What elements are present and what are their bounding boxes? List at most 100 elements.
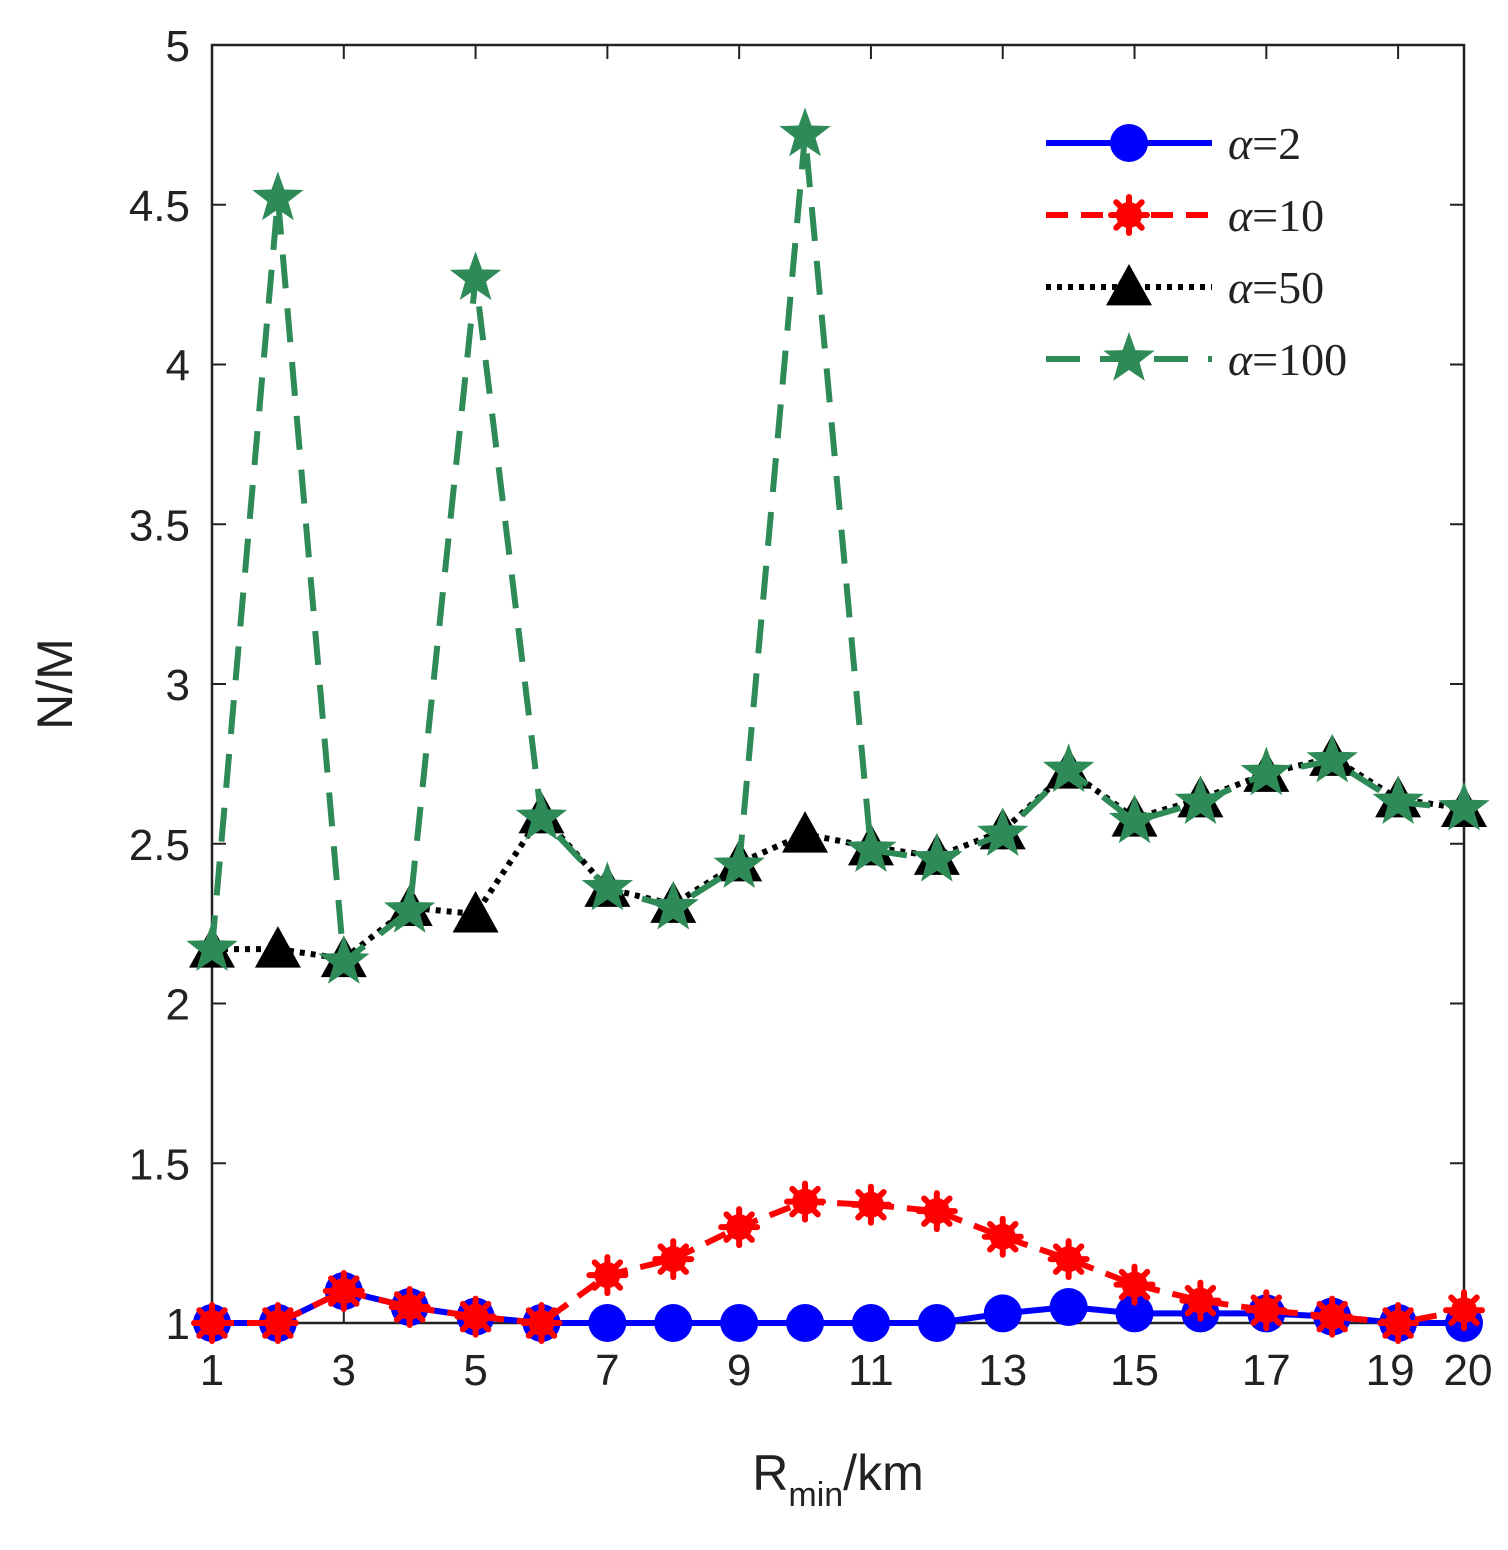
asterisk-spoke: [1316, 1300, 1348, 1333]
y-tick-label: 4: [166, 342, 190, 391]
legend-label-value: =100: [1252, 334, 1347, 385]
series-3-point: [713, 839, 765, 888]
legend-label-2: α=50: [1228, 262, 1324, 313]
series-3-point: [1372, 775, 1424, 825]
x-tick-label: 7: [595, 1346, 619, 1395]
legend-label-symbol: α: [1228, 118, 1253, 169]
series-2-point: [254, 926, 301, 968]
asterisk-spoke: [657, 1243, 689, 1275]
series-2-point: [452, 891, 499, 933]
y-tick-label: 3: [166, 661, 190, 710]
x-axis-label-unit: /km: [843, 1445, 924, 1501]
series-3-point: [252, 171, 304, 221]
series-1-point: [849, 1183, 892, 1226]
plot-area: [210, 43, 1466, 1325]
y-tick-label: 2.5: [129, 821, 190, 870]
asterisk-spoke: [1184, 1284, 1217, 1317]
series-1-point: [454, 1295, 497, 1338]
legend-marker-2: [1106, 264, 1152, 306]
x-tick-label: 19: [1366, 1346, 1415, 1395]
series-3-point: [318, 934, 370, 984]
y-tick-label: 4.5: [129, 182, 190, 231]
legend-label-value: =10: [1252, 190, 1324, 241]
series-3-point: [1042, 743, 1095, 793]
x-tick-label: 13: [978, 1346, 1027, 1395]
asterisk-spoke: [1250, 1294, 1283, 1326]
series-0-point: [1115, 1294, 1154, 1333]
y-tick-label: 1.5: [129, 1140, 190, 1189]
legend-marker-1: [1108, 194, 1150, 236]
asterisk-spoke: [789, 1185, 821, 1218]
series-0-point: [983, 1294, 1022, 1333]
series-3-point: [1240, 746, 1292, 796]
series-0-point: [851, 1304, 890, 1342]
series-1-point: [520, 1302, 563, 1344]
legend-label-symbol: α: [1228, 190, 1253, 241]
series-1-point: [586, 1254, 629, 1297]
series-1-point: [1047, 1238, 1090, 1281]
x-tick-label: 5: [463, 1346, 487, 1395]
series-0-point: [654, 1304, 693, 1342]
series-1: [191, 1180, 1485, 1344]
y-tick-label: 5: [166, 22, 190, 71]
series-1-point: [256, 1302, 299, 1344]
asterisk-spoke: [1052, 1243, 1085, 1275]
series-3-point: [1438, 781, 1490, 831]
x-tick-label: 15: [1110, 1346, 1159, 1395]
legend-label-0: α=2: [1228, 118, 1301, 169]
legend-marker-3: [1103, 332, 1155, 381]
series-layer: [186, 107, 1490, 1344]
asterisk-spoke: [1113, 199, 1145, 231]
series-3-point: [779, 107, 831, 157]
series-3-point: [186, 922, 238, 972]
series-1-point: [1311, 1295, 1354, 1338]
asterisk-spoke: [262, 1307, 294, 1339]
asterisk-spoke: [525, 1307, 558, 1339]
series-3-point: [1174, 775, 1227, 825]
series-3-point: [449, 251, 502, 301]
x-tick-label: 3: [332, 1346, 356, 1395]
series-1-point: [915, 1190, 958, 1233]
y-tick-label: 3.5: [129, 501, 190, 550]
x-axis-label-sub: min: [788, 1476, 843, 1514]
series-1-point: [388, 1286, 431, 1329]
series-1-point: [1113, 1263, 1156, 1306]
asterisk-spoke: [459, 1300, 492, 1333]
series-1-point: [784, 1180, 827, 1223]
legend-label-1: α=10: [1228, 190, 1324, 241]
legend-label-3: α=100: [1228, 334, 1347, 385]
y-axis-label: N/M: [27, 638, 83, 730]
asterisk-spoke: [921, 1195, 953, 1227]
asterisk-spoke: [987, 1221, 1019, 1253]
asterisk-spoke: [1118, 1268, 1151, 1301]
asterisk-spoke: [1382, 1307, 1414, 1339]
series-0-point: [917, 1304, 956, 1342]
series-0-point: [720, 1304, 759, 1342]
series-line-2: [212, 754, 1465, 962]
series-0-point: [1049, 1288, 1088, 1327]
series-1-point: [1443, 1289, 1485, 1332]
series-1-point: [1179, 1279, 1222, 1322]
series-3-point: [1306, 733, 1358, 783]
x-tick-label: 11: [848, 1346, 894, 1395]
series-3-point: [384, 883, 436, 933]
legend: α=2α=10α=50α=100: [1046, 118, 1347, 385]
series-3-point: [911, 832, 963, 882]
series-3-point: [1108, 794, 1161, 844]
series-3-point: [845, 823, 897, 872]
asterisk-spoke: [196, 1307, 228, 1339]
series-3-point: [515, 791, 568, 841]
legend-label-value: =50: [1252, 262, 1324, 313]
series-1-point: [1377, 1302, 1420, 1344]
series-1-point: [652, 1238, 695, 1281]
legend-label-symbol: α: [1228, 262, 1253, 313]
series-1-point: [1245, 1289, 1288, 1332]
x-tick-label: 17: [1242, 1346, 1291, 1395]
legend-label-value: =2: [1252, 118, 1301, 169]
asterisk-spoke: [723, 1211, 755, 1243]
series-1-point: [322, 1270, 365, 1313]
x-axis-label-main: R: [752, 1445, 788, 1501]
x-axis-label: Rmin/km: [752, 1445, 923, 1514]
